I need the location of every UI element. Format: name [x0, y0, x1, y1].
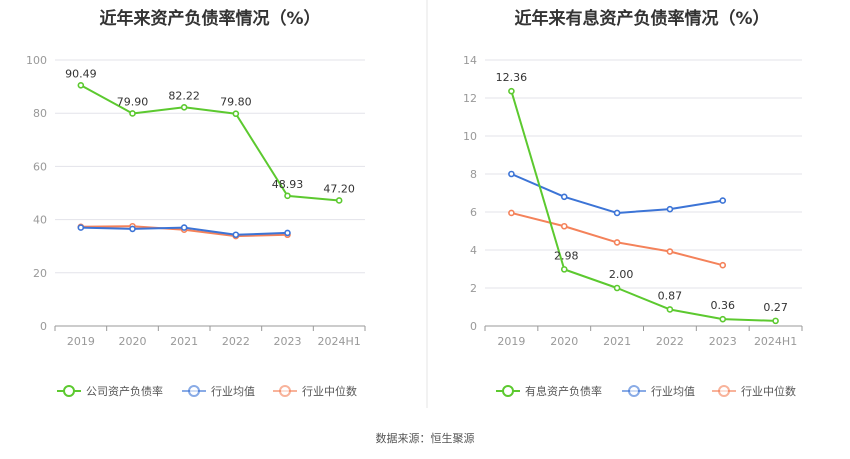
data-point[interactable]: [77, 224, 85, 231]
legend-item[interactable]: 行业均值: [622, 385, 695, 398]
y-tick-label: 2: [470, 282, 477, 295]
y-tick-label: 14: [463, 54, 477, 67]
y-tick-label: 12: [463, 92, 477, 105]
data-source-note: 数据来源：恒生聚源: [376, 431, 475, 445]
data-point[interactable]: [77, 81, 85, 89]
y-tick-label: 80: [33, 107, 47, 120]
data-point[interactable]: [666, 248, 674, 255]
data-point[interactable]: [232, 110, 240, 118]
data-point[interactable]: [180, 103, 188, 111]
legend-item[interactable]: 行业中位数: [273, 384, 357, 398]
legend-swatch-icon: [622, 385, 646, 397]
data-point[interactable]: [666, 306, 674, 313]
x-tick-label: 2019: [67, 335, 95, 348]
data-point[interactable]: [613, 239, 621, 246]
x-tick-label: 2022: [222, 335, 250, 348]
x-tick-label: 2020: [550, 335, 578, 348]
data-point[interactable]: [719, 261, 727, 269]
x-tick-label: 2020: [119, 335, 147, 348]
data-point[interactable]: [129, 110, 136, 117]
x-tick-label: 2021: [603, 335, 631, 348]
data-point[interactable]: [719, 315, 727, 323]
y-tick-label: 6: [470, 206, 477, 219]
legend-swatch-icon: [496, 385, 520, 397]
data-point[interactable]: [180, 224, 188, 231]
y-tick-label: 40: [33, 214, 47, 227]
y-tick-label: 10: [463, 130, 477, 143]
y-tick-label: 8: [470, 168, 477, 181]
legend-item[interactable]: 公司资产负债率: [57, 384, 163, 398]
data-point[interactable]: [666, 205, 674, 213]
series-line: [80, 84, 340, 202]
y-tick-label: 100: [26, 54, 47, 67]
legend-label: 行业均值: [651, 385, 695, 398]
legend-swatch-icon: [182, 385, 206, 397]
chart-title: 近年来有息资产负债率情况（%）: [514, 8, 769, 29]
x-tick-label: 2022: [656, 335, 684, 348]
legend-label: 有息资产负债率: [525, 384, 602, 398]
data-point[interactable]: [508, 87, 515, 95]
legend-item[interactable]: 有息资产负债率: [496, 384, 602, 398]
data-label: 2.98: [554, 249, 579, 262]
data-point[interactable]: [284, 192, 291, 200]
legend-item[interactable]: 行业均值: [182, 385, 255, 398]
legend-swatch-icon: [57, 385, 81, 397]
x-tick-label: 2023: [709, 335, 737, 348]
legend-label: 行业均值: [211, 385, 255, 398]
x-tick-label: 2024H1: [754, 335, 797, 348]
data-label: 90.49: [65, 67, 97, 80]
series-line: [511, 173, 723, 214]
x-tick-label: 2023: [274, 335, 302, 348]
data-point[interactable]: [508, 209, 515, 217]
data-label: 12.36: [496, 71, 528, 84]
data-point[interactable]: [129, 225, 136, 233]
data-point[interactable]: [560, 222, 568, 230]
debt-ratio-chart: 近年来资产负债率情况（%） 0 20 40 60 80 100 2019 2020 2021 202…: [26, 8, 366, 398]
legend-label: 公司资产负债率: [86, 384, 163, 398]
data-label: 79.80: [220, 96, 252, 109]
data-label: 48.93: [272, 178, 304, 191]
data-label: 82.22: [168, 89, 200, 102]
data-point[interactable]: [560, 193, 568, 201]
y-tick-label: 20: [33, 267, 47, 280]
y-tick-label: 4: [470, 244, 477, 257]
x-tick-label: 2021: [170, 335, 198, 348]
x-tick-label: 2019: [497, 335, 525, 348]
y-tick-label: 60: [33, 160, 47, 173]
x-tick-label: 2024H1: [318, 335, 361, 348]
data-point[interactable]: [560, 266, 568, 273]
data-label: 0.36: [711, 299, 736, 312]
legend-item[interactable]: 行业中位数: [712, 384, 796, 398]
y-tick-label: 0: [470, 320, 477, 333]
legend-label: 行业中位数: [302, 384, 357, 398]
data-label: 79.90: [117, 95, 149, 108]
series-line: [511, 211, 724, 267]
y-tick-label: 0: [40, 320, 47, 333]
chart-title: 近年来资产负债率情况（%）: [99, 8, 320, 29]
legend-swatch-icon: [273, 385, 297, 397]
data-point[interactable]: [613, 209, 621, 217]
data-label: 0.27: [763, 301, 788, 314]
data-point[interactable]: [284, 229, 291, 237]
data-label: 47.20: [323, 182, 355, 195]
legend-swatch-icon: [712, 385, 736, 397]
data-point[interactable]: [613, 284, 621, 292]
data-point[interactable]: [335, 197, 343, 204]
data-point[interactable]: [232, 231, 240, 239]
series-line: [510, 90, 776, 322]
data-label: 2.00: [609, 268, 634, 281]
interest-bearing-debt-ratio-chart: 近年来有息资产负债率情况（%） 0 2 4 6 8 10 12 14 2019 2020 2021 20…: [463, 8, 803, 398]
data-point[interactable]: [772, 317, 779, 325]
data-point[interactable]: [508, 170, 515, 178]
legend-label: 行业中位数: [741, 384, 796, 398]
data-point[interactable]: [719, 197, 727, 204]
data-label: 0.87: [658, 289, 683, 302]
